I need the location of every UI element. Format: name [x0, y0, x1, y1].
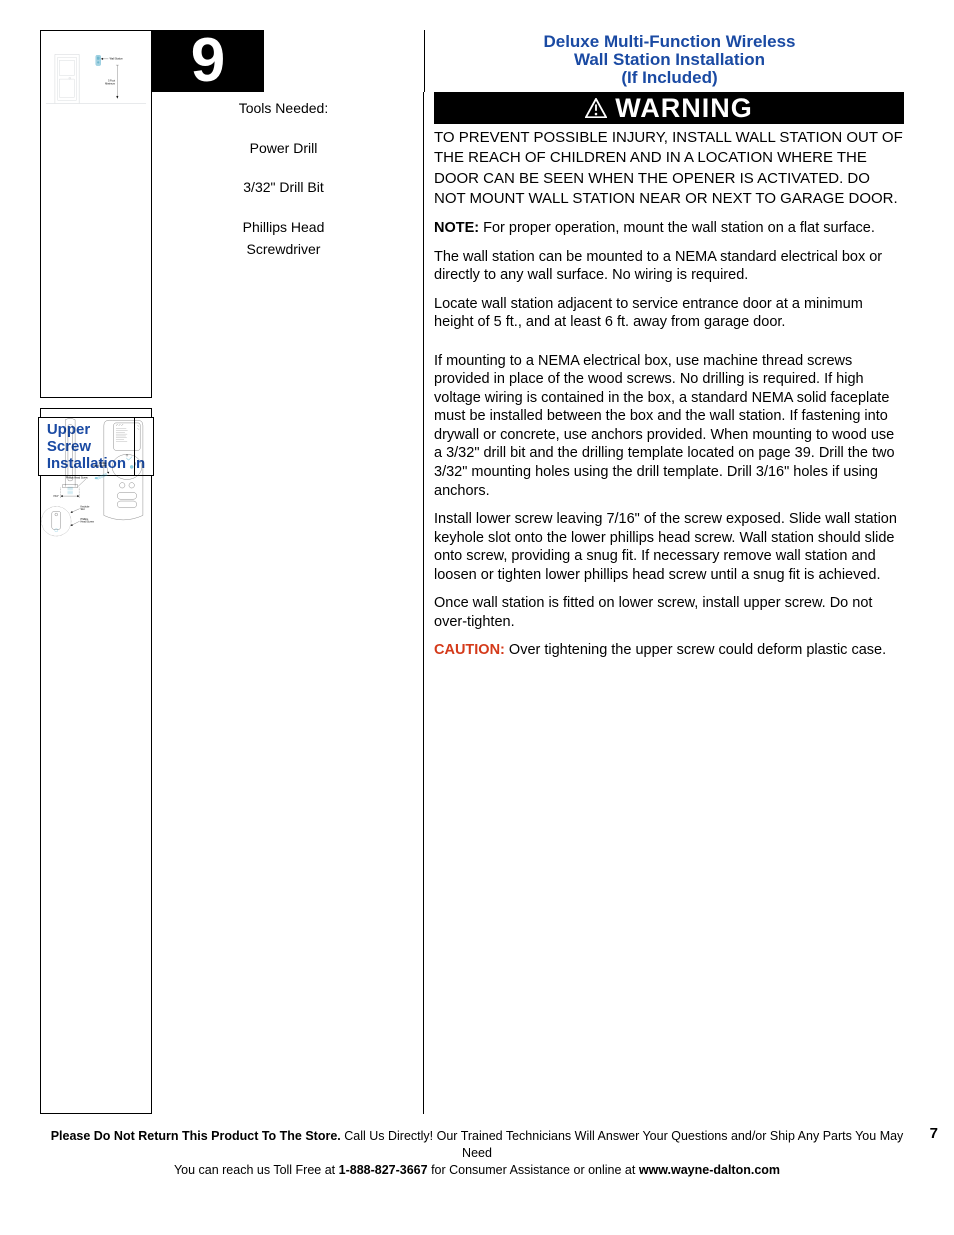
footer-line2a: You can reach us Toll Free at: [174, 1163, 339, 1177]
footer-phone: 1-888-827-3667: [339, 1163, 428, 1177]
wall-station-glyph: [96, 55, 101, 65]
footer-line-2: You can reach us Toll Free at 1-888-827-…: [40, 1162, 914, 1179]
svg-text:Phillips Head Screw: Phillips Head Screw: [66, 477, 88, 480]
tool-drill: Power Drill: [152, 138, 415, 160]
warning-bar: WARNING: [434, 92, 904, 124]
warning-text: TO PREVENT POSSIBLE INJURY, INSTALL WALL…: [434, 128, 904, 209]
note-text: For proper operation, mount the wall sta…: [479, 220, 875, 236]
note-paragraph: NOTE: For proper operation, mount the wa…: [434, 219, 904, 238]
title-line-2: Wall Station Installation: [431, 50, 908, 70]
tool-screwdriver: Phillips Head Screwdriver: [152, 217, 415, 260]
tool-screwdriver-a: Phillips Head: [243, 219, 325, 235]
paragraph-5: Once wall station is fitted on lower scr…: [434, 594, 904, 631]
svg-text:Head Screw: Head Screw: [93, 464, 107, 467]
tool-drillbit: 3/32" Drill Bit: [152, 177, 415, 199]
caution-lead: CAUTION:: [434, 642, 505, 658]
warning-triangle-icon: [585, 98, 607, 118]
svg-text:Minimum: Minimum: [105, 82, 115, 85]
footer-lead: Please Do Not Return This Product To The…: [51, 1129, 341, 1143]
paragraph-4: Install lower screw leaving 7/16" of the…: [434, 510, 904, 584]
tools-column: Tools Needed: Power Drill 3/32" Drill Bi…: [152, 92, 424, 1114]
page-grid: 9 Deluxe Multi-Function Wireless Wall St…: [40, 30, 914, 1114]
svg-text:5 Foot: 5 Foot: [108, 79, 115, 82]
tools-heading: Tools Needed:: [152, 98, 415, 120]
step-number: 9: [191, 30, 225, 92]
top-diagram: Wall Station 5 Foot Minimum: [40, 30, 152, 398]
footer-site: www.wayne-dalton.com: [639, 1163, 780, 1177]
top-diagram-svg: Wall Station 5 Foot Minimum: [41, 31, 151, 114]
body-column: WARNING TO PREVENT POSSIBLE INJURY, INST…: [424, 92, 914, 1114]
svg-text:Head Screw: Head Screw: [81, 521, 95, 524]
tool-screwdriver-b: Screwdriver: [247, 241, 321, 257]
footer-line-1: Please Do Not Return This Product To The…: [40, 1128, 914, 1162]
svg-text:7/16": 7/16": [53, 495, 59, 498]
svg-text:Wall Station: Wall Station: [110, 58, 124, 61]
footer-rest-1: Call Us Directly! Our Trained Technician…: [341, 1129, 904, 1160]
caution-text: Over tightening the upper screw could de…: [505, 642, 886, 658]
section-title: Deluxe Multi-Function Wireless Wall Stat…: [424, 30, 914, 92]
paragraph-2: Locate wall station adjacent to service …: [434, 295, 904, 332]
svg-text:Slot: Slot: [81, 508, 86, 511]
paragraph-1: The wall station can be mounted to a NEM…: [434, 248, 904, 285]
title-line-3: (If Included): [431, 68, 908, 88]
footer-line2b: for Consumer Assistance or online at: [428, 1163, 639, 1177]
title-line-1: Deluxe Multi-Function Wireless: [431, 32, 908, 52]
note-lead: NOTE:: [434, 220, 479, 236]
lower-diagrams: Lower Screw Installation Upper Screw Ins…: [40, 408, 152, 1114]
step-number-box: 9: [152, 30, 264, 92]
lower-diagrams-svg: Phillips Head Screw 7/16" Keyhole: [41, 409, 151, 567]
caution-paragraph: CAUTION: Over tightening the upper screw…: [434, 641, 904, 660]
warning-label: WARNING: [615, 91, 753, 126]
page-number: 7: [930, 1124, 938, 1144]
paragraph-3: If mounting to a NEMA electrical box, us…: [434, 352, 904, 500]
page-footer: 7 Please Do Not Return This Product To T…: [40, 1128, 914, 1179]
